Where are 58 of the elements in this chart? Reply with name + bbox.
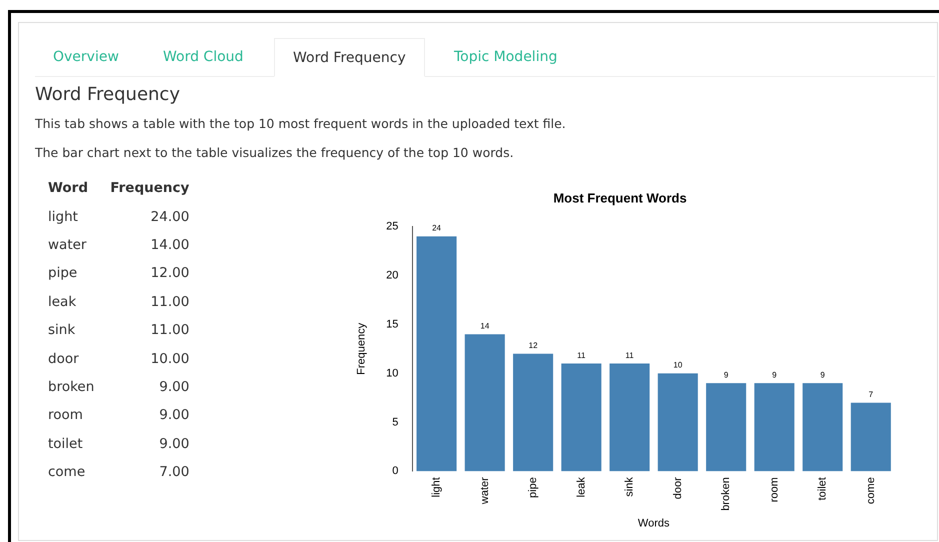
y-tick-label: 0 bbox=[392, 465, 398, 478]
text: The bar chart next to the table visualizes the frequency of the top 10 words. bbox=[35, 145, 514, 160]
category-label: light bbox=[48, 208, 78, 225]
data-label: 11 bbox=[577, 350, 586, 360]
category-label: come bbox=[48, 464, 86, 480]
data-label: 9 bbox=[820, 370, 826, 380]
y-tick-label: 5 bbox=[392, 416, 398, 428]
text: This tab shows a table with the top 10 most frequent words in the uploaded text file. bbox=[35, 116, 566, 131]
category-label: water bbox=[48, 236, 86, 253]
x-tick-label: water bbox=[478, 476, 491, 506]
text: Frequency bbox=[109, 179, 190, 198]
x-tick-label: broken bbox=[720, 477, 732, 511]
x-axis-title: Words bbox=[638, 517, 670, 530]
data-label: 10 bbox=[673, 360, 683, 370]
x-tick-label: come bbox=[864, 477, 877, 504]
x-tick-label: room bbox=[768, 477, 780, 502]
category-label: sink bbox=[48, 322, 76, 338]
text: Word Cloud bbox=[162, 48, 244, 67]
data-label: 12 bbox=[528, 340, 538, 350]
text: Word Frequency bbox=[35, 84, 180, 105]
data-label: 7 bbox=[868, 390, 874, 399]
category-label: toilet bbox=[48, 436, 83, 452]
x-tick-label: toilet bbox=[816, 477, 829, 500]
category-label: room bbox=[48, 407, 83, 424]
x-tick-label: door bbox=[672, 476, 684, 500]
data-label: 24 bbox=[432, 224, 442, 233]
text: 9.00 bbox=[158, 406, 190, 426]
y-tick-label: 10 bbox=[386, 367, 398, 380]
text: 9.00 bbox=[158, 434, 190, 454]
x-tick-label: pipe bbox=[527, 477, 540, 498]
text: 14.00 bbox=[150, 236, 190, 255]
category-label: leak bbox=[48, 294, 76, 310]
text: 11.00 bbox=[150, 292, 190, 312]
category-label: broken bbox=[48, 378, 94, 395]
text: Overview bbox=[52, 48, 120, 67]
y-tick-label: 15 bbox=[386, 318, 398, 330]
text: 12.00 bbox=[150, 264, 190, 284]
text: Word Frequency bbox=[274, 38, 425, 77]
text: 24.00 bbox=[150, 208, 190, 227]
text: Topic Modeling bbox=[453, 48, 558, 67]
data-label: 9 bbox=[772, 370, 778, 380]
y-tick-label: 25 bbox=[386, 220, 398, 233]
category-label: pipe bbox=[48, 265, 78, 282]
y-axis-title: Frequency bbox=[356, 322, 368, 375]
data-label: 9 bbox=[724, 370, 729, 380]
text: 9.00 bbox=[158, 378, 190, 397]
text: 7.00 bbox=[158, 463, 190, 482]
text: 11.00 bbox=[150, 321, 190, 340]
text: 10.00 bbox=[150, 350, 190, 369]
x-tick-label: sink bbox=[624, 476, 636, 497]
chart-title: Most Frequent Words bbox=[553, 190, 687, 206]
x-tick-label: leak bbox=[575, 476, 588, 498]
data-label: 11 bbox=[625, 350, 634, 360]
text: Word bbox=[47, 179, 90, 198]
y-tick-label: 20 bbox=[386, 270, 398, 282]
category-label: door bbox=[48, 350, 79, 367]
x-tick-label: light bbox=[430, 477, 443, 498]
data-label: 14 bbox=[480, 321, 490, 330]
